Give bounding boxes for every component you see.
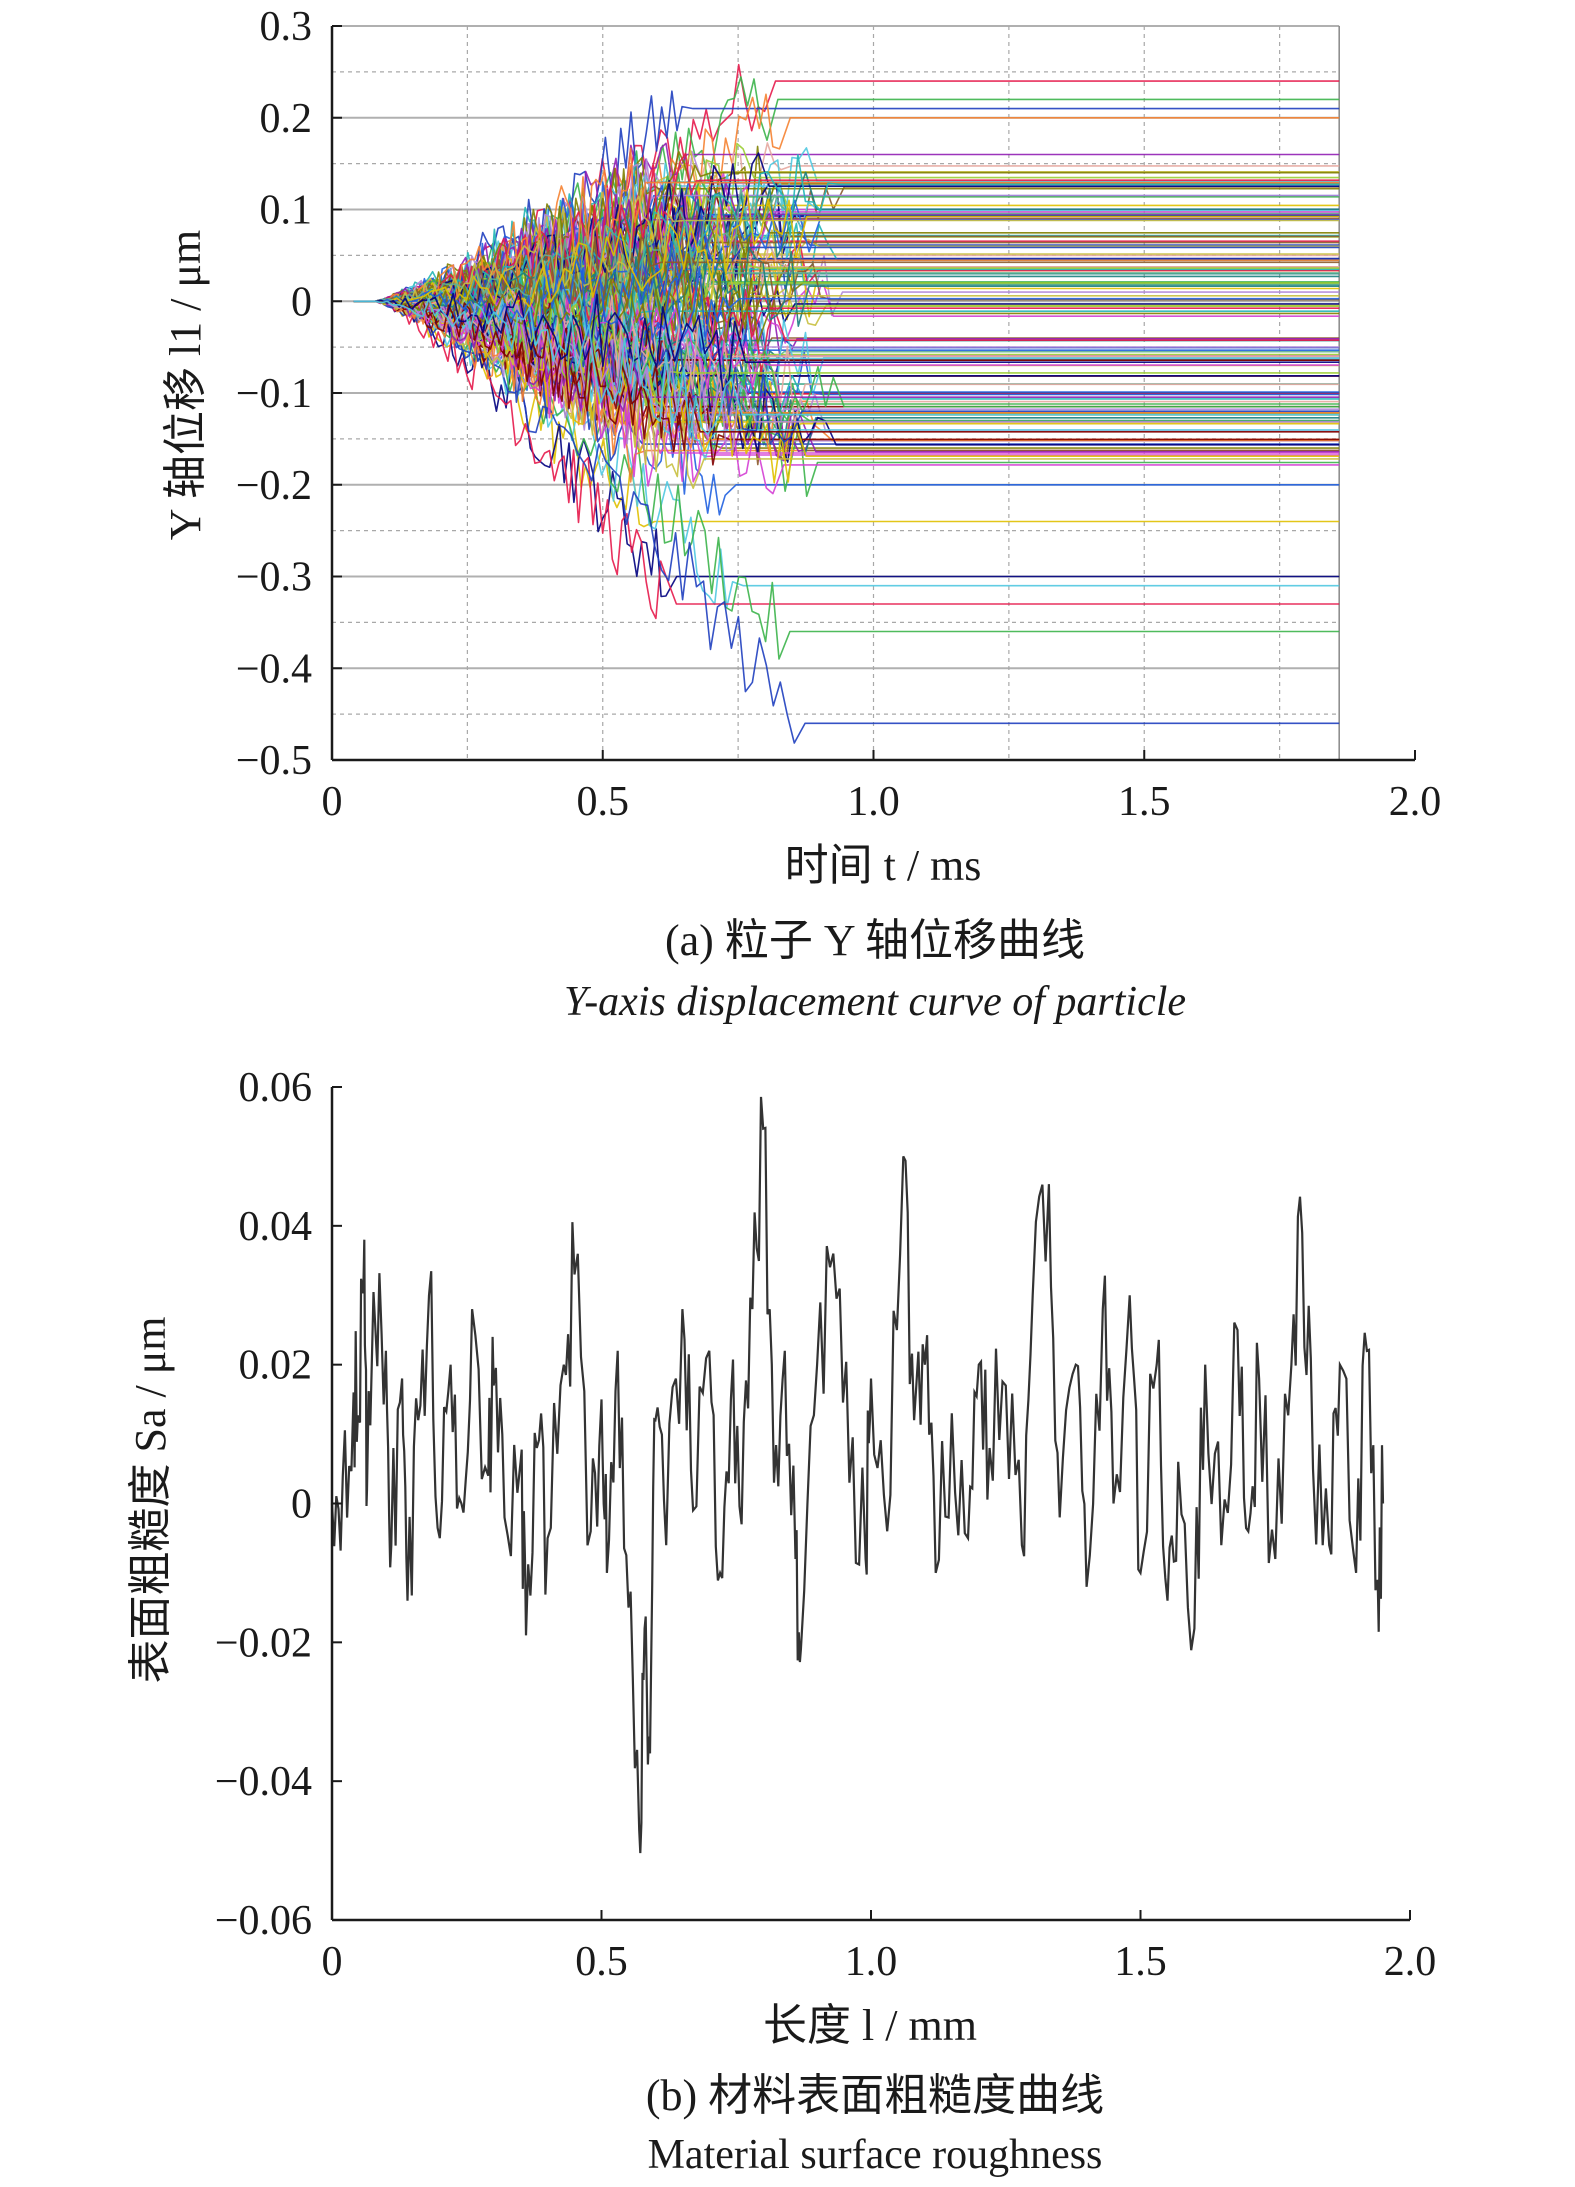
panel-a-series: [353, 63, 1340, 744]
panel-b-x-tick-label: 2.0: [1384, 1939, 1437, 1985]
panel-b-y-tick-label: −0.04: [215, 1759, 312, 1805]
panel-b-x-tick-label: 1.0: [845, 1939, 898, 1985]
panel-a-series-line: [353, 188, 1340, 308]
panel-a-series-line: [353, 258, 1340, 342]
panel-a-y-axis-title: Y 轴位移 l1 / μm: [161, 230, 210, 540]
panel-b-axes: [330, 1087, 1410, 1922]
panel-a-caption-en: Y-axis displacement curve of particle: [564, 979, 1186, 1025]
panel-b-y-axis-title: 表面粗糙度 Sa / μm: [126, 1316, 175, 1683]
panel-b-x-tick-label: 1.5: [1114, 1939, 1167, 1985]
panel-a-x-axis-title: 时间 t / ms: [785, 841, 982, 890]
panel-b-y-tick-label: 0: [291, 1482, 312, 1528]
panel-a-y-tick-label: 0: [291, 279, 312, 325]
panel-a-series-line: [353, 158, 1340, 305]
panel-a-x-tick-label: 1.5: [1118, 779, 1171, 825]
panel-a-series-line: [353, 187, 1340, 304]
panel-a-y-ticks: 0.3 0.2 0.1 0 −0.1 −0.2 −0.3 −0.4 −0.5: [236, 4, 342, 784]
panel-a-x-tick-label: 0.5: [577, 779, 630, 825]
panel-a-x-tick-label: 0: [322, 779, 343, 825]
panel-b: 0.06 0.04 0.02 0 −0.02 −0.04 −0.06 0 0.5 1.0 1.5 2…: [126, 1065, 1436, 2178]
panel-a-x-tick-label: 1.0: [847, 779, 900, 825]
panel-a-series-line: [353, 300, 1340, 620]
panel-b-x-tick-label: 0: [322, 1939, 343, 1985]
panel-a-y-tick-label: −0.3: [236, 555, 312, 601]
panel-b-y-tick-label: 0.04: [239, 1204, 313, 1250]
panel-a-series-line: [353, 270, 1340, 346]
panel-a-y-tick-label: −0.5: [236, 738, 312, 784]
panel-b-x-axis-title: 长度 l / mm: [763, 2001, 977, 2050]
panel-b-y-tick-label: −0.02: [215, 1620, 312, 1666]
panel-a-y-tick-label: 0.3: [260, 4, 313, 50]
panel-a-y-tick-label: −0.2: [236, 463, 312, 509]
panel-b-x-tick-label: 0.5: [575, 1939, 628, 1985]
panel-a-caption-cn: (a) 粒子 Y 轴位移曲线: [665, 916, 1085, 965]
panel-a-y-tick-label: 0.1: [260, 188, 313, 234]
panel-a-series-line: [353, 298, 1340, 424]
panel-b-caption-en: Material surface roughness: [648, 2132, 1103, 2178]
panel-a-y-tick-label: 0.2: [260, 96, 313, 142]
panel-a-x-ticks: 0 0.5 1.0 1.5 2.0: [322, 750, 1442, 825]
panel-b-y-ticks: 0.06 0.04 0.02 0 −0.02 −0.04 −0.06: [215, 1065, 342, 1944]
panel-a-y-tick-label: −0.4: [236, 646, 312, 692]
panel-a-series-line: [353, 291, 1340, 407]
panel-b-y-tick-label: 0.06: [239, 1065, 313, 1111]
panel-a: 0.3 0.2 0.1 0 −0.1 −0.2 −0.3 −0.4 −0.5 0 0.5 1.0 1.…: [161, 4, 1441, 1025]
panel-b-roughness-line: [330, 1096, 1385, 1854]
panel-b-y-tick-label: 0.02: [239, 1343, 313, 1389]
panel-b-y-tick-label: −0.06: [215, 1898, 312, 1944]
panel-a-series-line: [353, 297, 1340, 438]
panel-b-caption-cn: (b) 材料表面粗糙度曲线: [646, 2071, 1104, 2120]
panel-b-series: [330, 1096, 1385, 1854]
panel-a-y-tick-label: −0.1: [236, 371, 312, 417]
panel-b-x-ticks: 0 0.5 1.0 1.5 2.0: [322, 1910, 1437, 1985]
panel-a-x-tick-label: 2.0: [1389, 779, 1442, 825]
